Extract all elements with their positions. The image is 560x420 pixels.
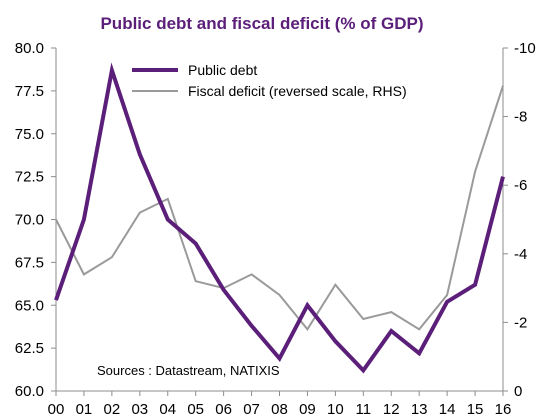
x-tick-label: 03 [131, 401, 148, 418]
legend-label-public-debt: Public debt [188, 62, 257, 78]
left-tick-label: 67.5 [15, 254, 44, 271]
x-tick-label: 10 [327, 401, 344, 418]
right-tick-label: -6 [514, 177, 527, 194]
x-tick-label: 04 [159, 401, 176, 418]
right-tick-label: -8 [514, 109, 527, 126]
left-tick-label: 80.0 [15, 40, 44, 57]
series-line-public-debt [54, 62, 505, 374]
right-tick-label: -2 [514, 314, 527, 331]
x-tick-label: 16 [495, 401, 512, 418]
left-tick-label: 65.0 [15, 297, 44, 314]
x-tick-label: 13 [411, 401, 428, 418]
series-lines [54, 62, 505, 374]
x-tick-label: 14 [439, 401, 456, 418]
left-axis-ticks: 80.0 77.5 75.0 72.5 70.0 67.5 65.0 62.5 60.0 [15, 40, 56, 400]
left-tick-label: 72.5 [15, 169, 44, 186]
x-tick-label: 08 [271, 401, 288, 418]
x-tick-label: 01 [76, 401, 93, 418]
right-axis-ticks: -10 -8 -6 -4 -2 0 [503, 40, 536, 400]
x-tick-label: 07 [243, 401, 260, 418]
x-tick-label: 05 [187, 401, 204, 418]
right-tick-label: 0 [514, 383, 522, 400]
source-note: Sources : Datastream, NATIXIS [97, 363, 280, 378]
series-line-fiscal-deficit [55, 85, 504, 332]
x-tick-label: 06 [215, 401, 232, 418]
left-tick-label: 62.5 [15, 340, 44, 357]
left-tick-label: 77.5 [15, 83, 44, 100]
x-tick-label: 00 [48, 401, 65, 418]
left-tick-label: 60.0 [15, 383, 44, 400]
x-tick-label: 02 [104, 401, 121, 418]
legend: Public debt Fiscal deficit (reversed sca… [132, 62, 407, 99]
right-tick-label: -4 [514, 246, 527, 263]
left-tick-label: 70.0 [15, 212, 44, 229]
x-axis-ticks: 00 01 02 03 04 05 06 07 08 09 10 11 12 13 14 15 16 [48, 391, 512, 418]
left-tick-label: 75.0 [15, 126, 44, 143]
x-tick-label: 15 [467, 401, 484, 418]
right-tick-label: -10 [514, 40, 536, 57]
x-tick-label: 12 [383, 401, 400, 418]
legend-label-fiscal-deficit: Fiscal deficit (reversed scale, RHS) [188, 83, 407, 99]
chart-title: Public debt and fiscal deficit (% of GDP… [100, 14, 423, 33]
x-tick-label: 11 [356, 401, 372, 418]
x-tick-label: 09 [299, 401, 316, 418]
